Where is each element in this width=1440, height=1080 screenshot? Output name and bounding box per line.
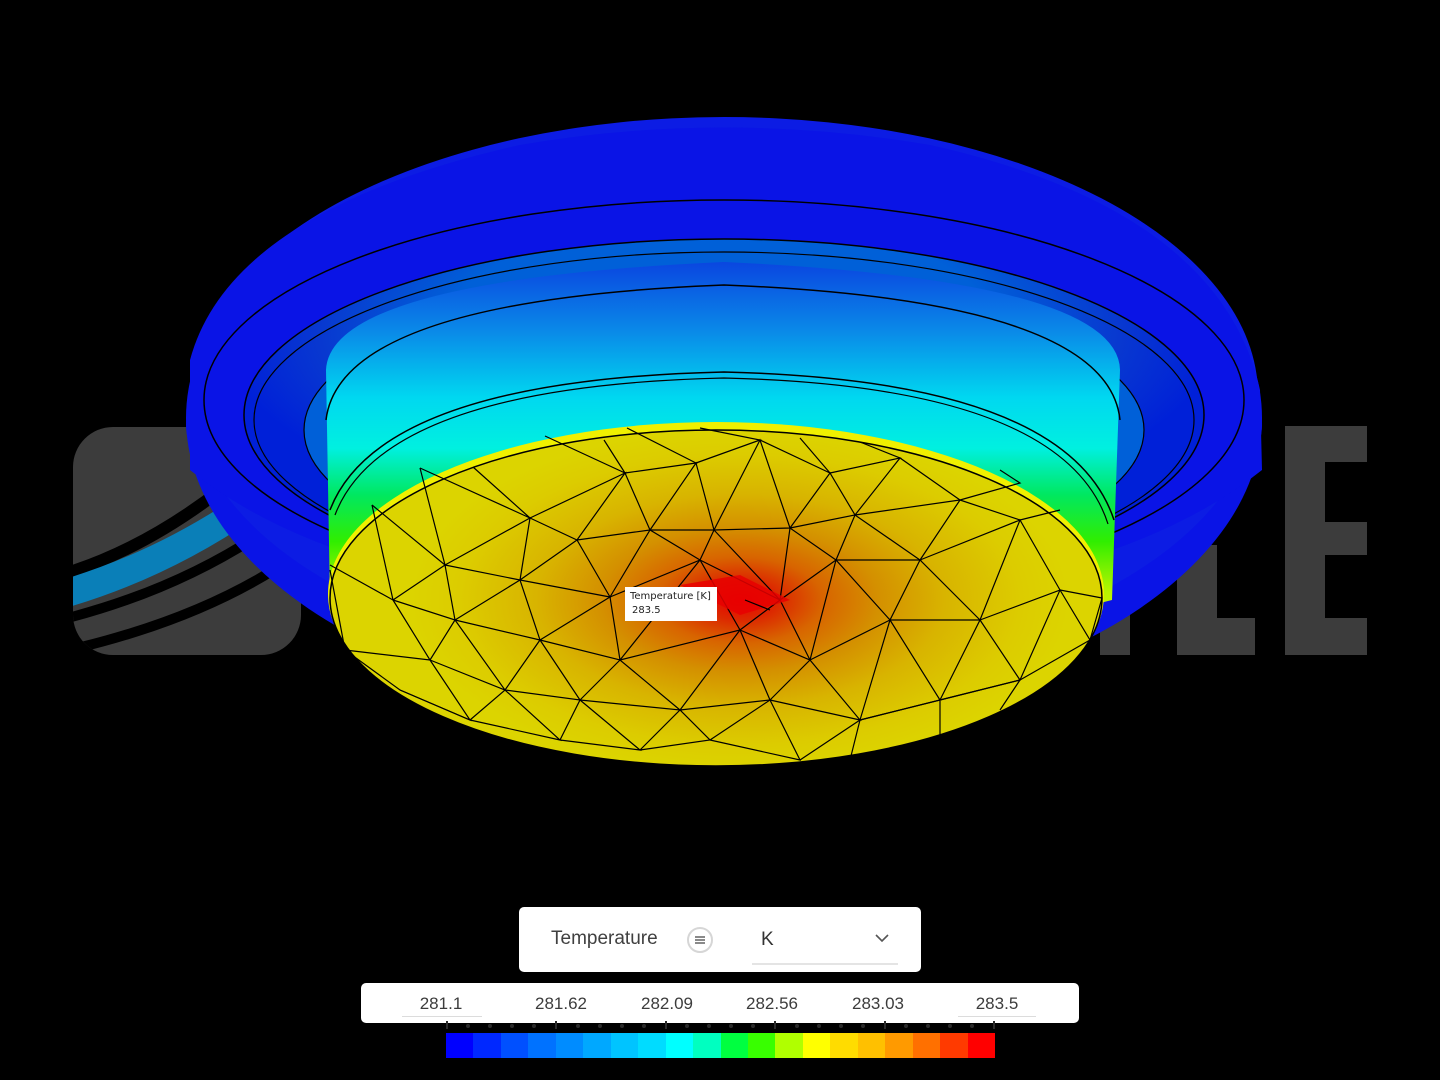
legend-header-panel: Temperature K <box>519 907 921 972</box>
unit-select-value: K <box>761 929 774 950</box>
tick-label-min: 281.1 <box>419 994 463 1013</box>
colorbar-swatch <box>583 1033 611 1058</box>
legend-min-input[interactable] <box>402 992 482 1017</box>
tooltip-value: 283.5 <box>632 605 661 616</box>
colorbar-swatch <box>940 1033 968 1058</box>
colorbar-swatch <box>528 1033 556 1058</box>
colorbar-swatch <box>720 1033 748 1058</box>
tick-label: 283.03 <box>852 994 904 1013</box>
colorbar-swatch <box>775 1033 803 1058</box>
colorbar-swatch <box>473 1033 501 1058</box>
colorbar-tick-panel: 281.1 281.62 282.09 282.56 283.03 283.5 <box>361 983 1079 1023</box>
tick-label-max: 283.5 <box>975 994 1019 1013</box>
result-quantity-label: Temperature <box>551 928 658 949</box>
colorbar <box>446 1033 996 1058</box>
colorbar-swatch <box>830 1033 858 1058</box>
colorbar-swatch <box>802 1033 831 1058</box>
list-icon <box>695 936 705 944</box>
colorbar-swatch <box>967 1033 996 1058</box>
tick-label: 281.62 <box>535 994 587 1013</box>
colorbar-swatch <box>555 1033 584 1058</box>
tick-label: 282.56 <box>746 994 798 1013</box>
probe-tooltip: Temperature [K] 283.5 <box>625 587 717 621</box>
colorbar-swatch <box>446 1033 474 1058</box>
colorbar-swatch <box>638 1033 666 1058</box>
colorbar-swatch <box>885 1033 913 1058</box>
colorbar-swatch <box>665 1033 694 1058</box>
colorbar-swatch <box>857 1033 886 1058</box>
legend-options-button[interactable] <box>687 927 713 953</box>
tick-label: 282.09 <box>641 994 693 1013</box>
tooltip-label: Temperature [K] <box>630 591 711 602</box>
colorbar-tickmarks <box>446 1021 995 1029</box>
colorbar-swatch <box>912 1033 941 1058</box>
mesh-lines <box>329 427 1103 761</box>
colorbar-swatch <box>610 1033 639 1058</box>
colorbar-swatch <box>500 1033 529 1058</box>
colorbar-swatch <box>693 1033 721 1058</box>
chevron-down-icon <box>875 934 889 943</box>
legend-max-input[interactable] <box>958 992 1036 1017</box>
colorbar-swatch <box>747 1033 776 1058</box>
logo-letters <box>1100 426 1367 655</box>
unit-select[interactable]: K <box>752 921 898 965</box>
